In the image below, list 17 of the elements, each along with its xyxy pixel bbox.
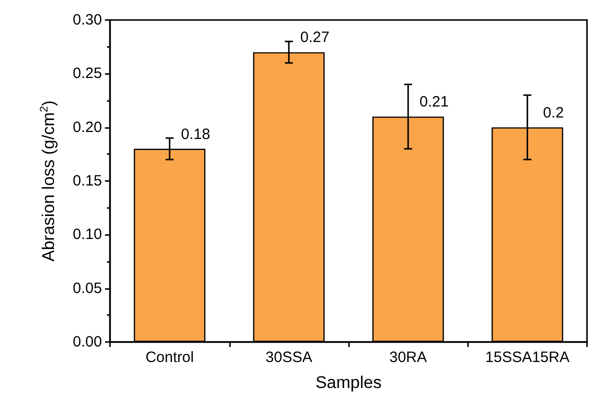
y-tick-label: 0.00 xyxy=(72,334,102,350)
y-tick-label: 0.25 xyxy=(72,65,102,82)
x-tick-label: 30SSA xyxy=(266,349,312,366)
y-axis-title: Abrasion loss (g/cm2) xyxy=(38,100,58,262)
y-tick-label: 0.15 xyxy=(72,172,102,190)
data-label: 0.27 xyxy=(300,29,330,46)
x-tick-label: 30RA xyxy=(389,349,427,366)
data-label: 0.21 xyxy=(420,94,449,111)
x-tick-label: Control xyxy=(145,349,194,366)
y-tick-label: 0.20 xyxy=(72,118,102,136)
x-tick-label: 15SSA15RA xyxy=(485,349,570,366)
x-axis-title: Samples xyxy=(315,373,382,392)
data-label: 0.18 xyxy=(181,126,210,143)
data-label: 0.2 xyxy=(542,104,564,122)
y-tick-label: 0.05 xyxy=(72,280,102,297)
y-tick-label: 0.30 xyxy=(72,12,102,28)
y-tick-label: 0.10 xyxy=(72,226,102,244)
